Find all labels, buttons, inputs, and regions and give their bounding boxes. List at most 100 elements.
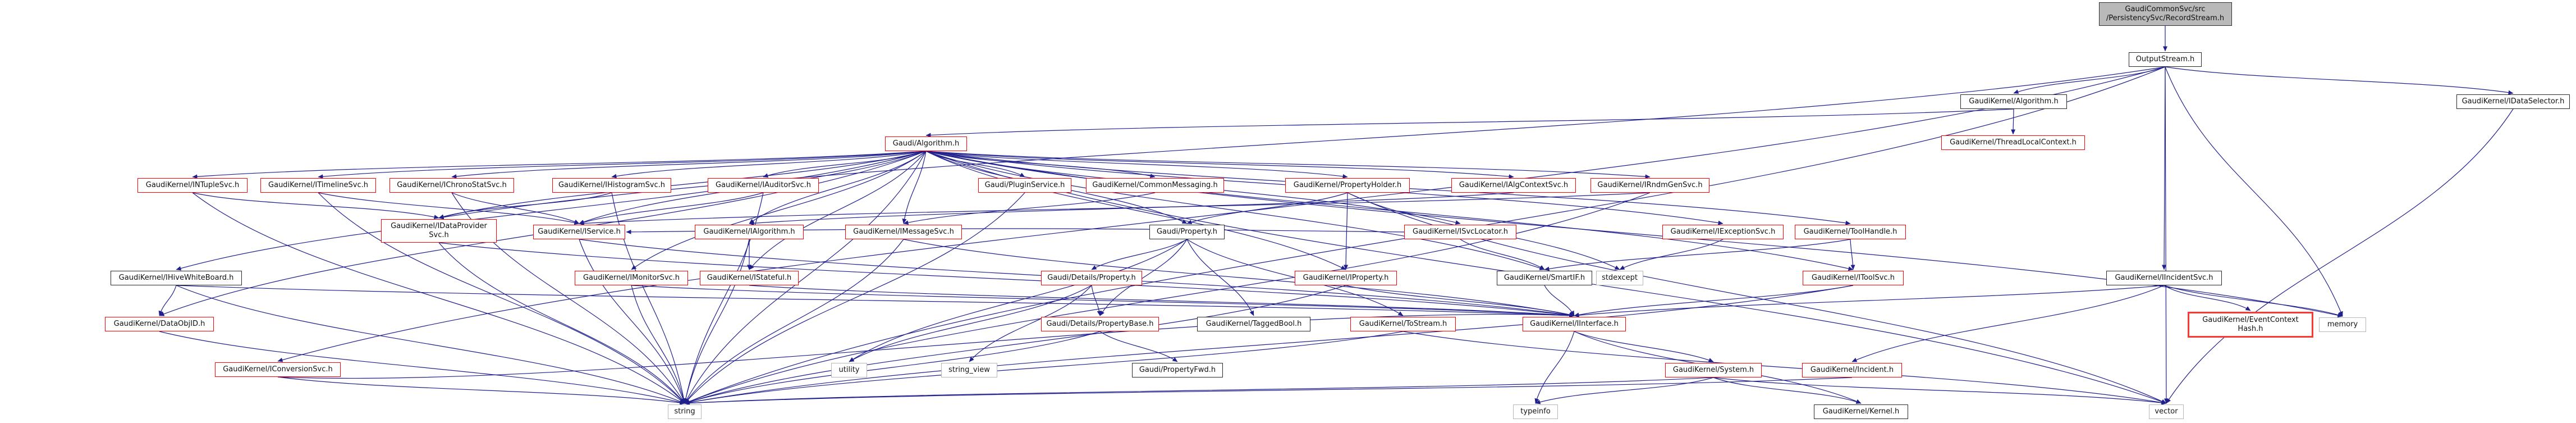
include-edge-g_algorithm-smartif: [925, 151, 1545, 271]
graph-node-taggedbool[interactable]: GaudiKernel/TaggedBool.h: [1197, 317, 1310, 331]
include-edge-irndmgensvc-iservice: [579, 192, 1651, 226]
node-label: GaudiKernel/IMessageSvc.h: [853, 227, 954, 236]
include-edge-imonitorsvc-iinterface: [631, 285, 1575, 318]
graph-node-g_property[interactable]: Gaudi/Property.h: [1149, 225, 1225, 239]
include-edge-iconversionsvc-string: [277, 376, 685, 405]
graph-node-g_propertyfwd[interactable]: Gaudi/PropertyFwd.h: [1132, 363, 1223, 377]
graph-node-iexceptionsvc[interactable]: GaudiKernel/IExceptionSvc.h: [1662, 225, 1784, 239]
graph-node-pluginservice[interactable]: Gaudi/PluginService.h: [978, 178, 1071, 193]
graph-node-smartif[interactable]: GaudiKernel/SmartIF.h: [1497, 271, 1592, 285]
include-edge-iinterface-system: [1574, 331, 1714, 362]
include-edge-g_algorithm-istateful: [749, 151, 927, 270]
node-label: GaudiKernel/IAlgorithm.h: [703, 227, 795, 236]
graph-node-iauditorsvc[interactable]: GaudiKernel/IAuditorSvc.h: [708, 178, 819, 193]
include-edge-g_algorithm-imonitorsvc: [631, 151, 927, 270]
graph-node-iinterface[interactable]: GaudiKernel/IInterface.h: [1523, 317, 1626, 331]
node-label: GaudiKernel/TaggedBool.h: [1206, 319, 1302, 328]
include-edge-g_algorithm-ialgcontextsvc: [925, 151, 1514, 179]
include-edge-gd_propertybase-string: [684, 331, 1101, 404]
node-label: GaudiKernel/IRndmGenSvc.h: [1597, 180, 1703, 189]
node-label: GaudiKernel/IService.h: [538, 227, 621, 236]
include-edge-gd_propertybase-g_propertyfwd: [1099, 331, 1178, 362]
graph-node-iservice[interactable]: GaudiKernel/IService.h: [533, 225, 625, 239]
graph-node-toolhandle[interactable]: GaudiKernel/ToolHandle.h: [1795, 225, 1906, 239]
node-label: GaudiKernel/PropertyHolder.h: [1293, 180, 1402, 189]
node-label: vector: [2155, 407, 2178, 416]
graph-node-idataselector[interactable]: GaudiKernel/IDataSelector.h: [2456, 94, 2570, 109]
graph-node-gk_algorithm[interactable]: GaudiKernel/Algorithm.h: [1960, 94, 2067, 109]
graph-node-istateful[interactable]: GaudiKernel/IStateful.h: [700, 271, 799, 285]
graph-node-gd_property[interactable]: Gaudi/Details/Property.h: [1041, 271, 1142, 285]
graph-node-ichronostatsvc[interactable]: GaudiKernel/IChronoStatSvc.h: [389, 178, 514, 193]
node-label: GaudiKernel/Incident.h: [1810, 365, 1894, 374]
graph-node-itimelinesvc[interactable]: GaudiKernel/ITimelineSvc.h: [260, 178, 376, 193]
graph-node-dataobjid[interactable]: GaudiKernel/DataObjID.h: [105, 317, 214, 331]
include-edge-imessagesvc-iinterface: [903, 239, 1575, 317]
node-label: GaudiKernel/IChronoStatSvc.h: [397, 180, 507, 189]
include-edge-g_algorithm-itimelinesvc: [318, 151, 927, 179]
graph-node-imonitorsvc[interactable]: GaudiKernel/IMonitorSvc.h: [575, 271, 688, 285]
graph-node-root: GaudiCommonSvc/src/PersistencySvc/Record…: [2098, 2, 2232, 26]
graph-node-eventcontexthash[interactable]: GaudiKernel/EventContext Hash.h: [2188, 312, 2313, 338]
graph-node-intuplesvc[interactable]: GaudiKernel/INTupleSvc.h: [137, 178, 247, 193]
graph-node-kernel[interactable]: GaudiKernel/Kernel.h: [1814, 404, 1908, 419]
include-edge-outputstream-gk_algorithm: [2013, 66, 2166, 94]
include-edge-iincidentsvc-iinterface: [1574, 285, 2165, 318]
graph-node-iproperty[interactable]: GaudiKernel/IProperty.h: [1295, 271, 1397, 285]
include-edge-g_algorithm-propertyholder: [925, 151, 1348, 179]
graph-node-threadlocal[interactable]: GaudiKernel/ThreadLocalContext.h: [1941, 135, 2085, 150]
include-edge-ihistogramsvc-idataprovidersvc: [438, 192, 612, 219]
include-edge-g_algorithm-ihistogramsvc: [611, 151, 927, 179]
node-label: GaudiKernel/Algorithm.h: [1969, 97, 2059, 106]
node-label: GaudiKernel/CommonMessaging.h: [1092, 180, 1218, 189]
graph-node-utility: utility: [831, 363, 867, 377]
include-edge-g_property-gd_property: [1091, 239, 1188, 270]
graph-node-iconversionsvc[interactable]: GaudiKernel/IConversionSvc.h: [215, 362, 341, 377]
include-edge-g_algorithm-intuplesvc: [192, 151, 927, 179]
graph-node-propertyholder[interactable]: GaudiKernel/PropertyHolder.h: [1285, 178, 1410, 193]
node-label: /PersistencySvc/RecordStream.h: [2106, 14, 2225, 22]
node-label: GaudiKernel/IMonitorSvc.h: [583, 273, 680, 282]
node-label: GaudiKernel/IHistogramSvc.h: [558, 180, 666, 189]
graph-node-isvclocator[interactable]: GaudiKernel/ISvcLocator.h: [1404, 225, 1516, 239]
graph-node-irndmgensvc[interactable]: GaudiKernel/IRndmGenSvc.h: [1590, 178, 1709, 193]
node-label: GaudiKernel/IToolSvc.h: [1812, 273, 1895, 282]
graph-node-ihivewhiteboard[interactable]: GaudiKernel/IHiveWhiteBoard.h: [111, 271, 242, 285]
graph-node-gd_propertybase[interactable]: Gaudi/Details/PropertyBase.h: [1041, 317, 1159, 331]
include-edge-pluginservice-string: [684, 192, 1025, 404]
include-edge-commonmessaging-imessagesvc: [903, 192, 1156, 225]
graph-node-idataprovidersvc[interactable]: GaudiKernel/IDataProvider Svc.h: [381, 219, 497, 243]
graph-node-incident[interactable]: GaudiKernel/Incident.h: [1802, 363, 1902, 377]
node-label: Gaudi/Algorithm.h: [892, 139, 960, 148]
include-edge-gk_algorithm-threadlocal: [2011, 108, 2016, 135]
include-edge-ihivewhiteboard-dataobjid: [158, 285, 177, 316]
node-label: OutputStream.h: [2135, 54, 2195, 63]
include-edge-incident-string: [684, 377, 1853, 406]
include-edge-iauditorsvc-iservice: [579, 192, 764, 225]
include-edge-outputstream-memory: [2165, 66, 2343, 317]
include-edge-idataselector-vector: [2166, 108, 2514, 404]
graph-node-imessagesvc[interactable]: GaudiKernel/IMessageSvc.h: [845, 225, 962, 239]
graph-node-ihistogramsvc[interactable]: GaudiKernel/IHistogramSvc.h: [552, 178, 671, 193]
graph-node-ialgcontextsvc[interactable]: GaudiKernel/IAlgContextSvc.h: [1451, 178, 1576, 193]
node-label: GaudiKernel/IStateful.h: [707, 273, 792, 282]
node-label: GaudiKernel/ToolHandle.h: [1803, 227, 1897, 236]
node-label: Gaudi/PropertyFwd.h: [1139, 365, 1216, 374]
include-edge-imessagesvc-string: [684, 239, 904, 404]
graph-node-commonmessaging[interactable]: GaudiKernel/CommonMessaging.h: [1086, 178, 1224, 193]
graph-node-typeinfo: typeinfo: [1513, 404, 1558, 419]
include-edge-gd_property-gd_propertybase: [1091, 285, 1102, 316]
include-edge-outputstream-vector: [2164, 66, 2169, 404]
node-label: GaudiKernel/ITimelineSvc.h: [268, 180, 368, 189]
include-edge-g_algorithm-iproperty: [925, 151, 1346, 270]
graph-node-outputstream[interactable]: OutputStream.h: [2129, 52, 2202, 67]
include-edge-outputstream-iconversionsvc: [277, 66, 2166, 362]
graph-node-system[interactable]: GaudiKernel/System.h: [1665, 363, 1762, 377]
node-label: stdexcept: [1602, 273, 1638, 282]
graph-node-ialgorithm[interactable]: GaudiKernel/IAlgorithm.h: [695, 225, 804, 239]
graph-node-iincidentsvc[interactable]: GaudiKernel/IIncidentSvc.h: [2106, 271, 2222, 285]
graph-node-tostream[interactable]: GaudiKernel/ToStream.h: [1350, 317, 1456, 331]
graph-node-g_algorithm[interactable]: Gaudi/Algorithm.h: [885, 137, 967, 151]
graph-node-itoolsvc[interactable]: GaudiKernel/IToolSvc.h: [1803, 271, 1904, 285]
